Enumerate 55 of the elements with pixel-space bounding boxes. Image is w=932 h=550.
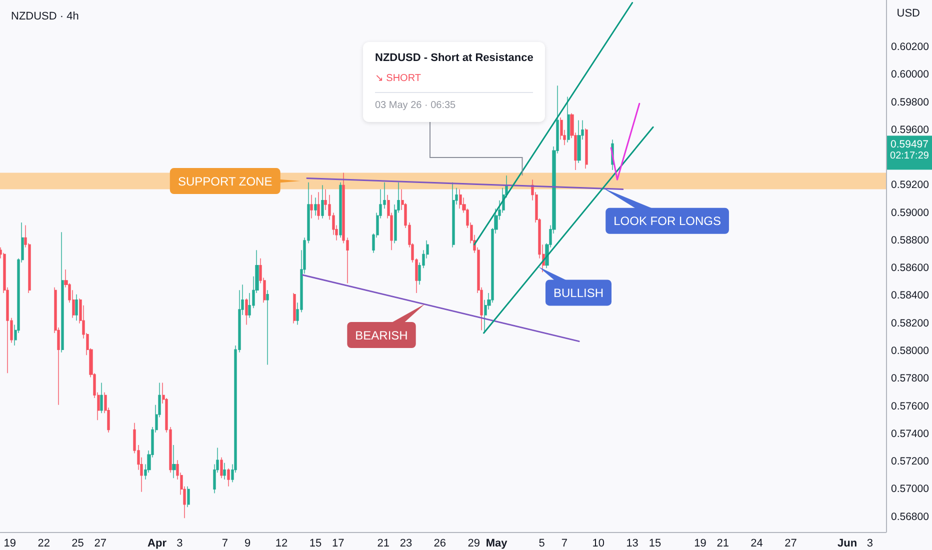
x-tick-label: 12 bbox=[275, 538, 288, 550]
x-tick-label: 15 bbox=[648, 538, 662, 550]
y-tick-label: 0.59600 bbox=[891, 124, 930, 136]
x-tick-label: May bbox=[486, 538, 508, 550]
annotation: BULLISH bbox=[553, 286, 604, 300]
idea-card: NZDUSD - Short at Resistance ↘ SHORT 03 May 26 · 06:35 bbox=[363, 42, 546, 122]
x-tick-label: 19 bbox=[694, 538, 706, 550]
x-tick-label: 3 bbox=[176, 538, 183, 550]
annotation: 03 May 26 · 06:35 bbox=[375, 92, 534, 112]
y-tick-label: 0.58600 bbox=[891, 262, 930, 274]
annotation: LOOK FOR LONGS bbox=[614, 214, 721, 228]
text: NZDUSD · 4h bbox=[11, 10, 79, 22]
x-tick-label: 7 bbox=[561, 538, 568, 550]
band-label: SUPPORT ZONE bbox=[178, 174, 272, 188]
y-tick-label: 0.59000 bbox=[891, 206, 930, 219]
x-tick-label: 23 bbox=[400, 538, 412, 550]
x-tick-label: Apr bbox=[148, 538, 168, 550]
x-tick-label: 27 bbox=[94, 538, 107, 550]
x-tick-label: 19 bbox=[4, 538, 16, 550]
y-tick-label: 0.56800 bbox=[891, 510, 930, 523]
x-tick-label: 29 bbox=[468, 538, 480, 550]
y-tick-label: 0.57200 bbox=[891, 456, 930, 468]
x-tick-label: 21 bbox=[716, 538, 729, 550]
x-tick-label: 22 bbox=[38, 538, 50, 550]
y-tick-label: 0.60000 bbox=[891, 68, 930, 81]
x-tick-label: 13 bbox=[626, 538, 638, 550]
x-tick-label: 21 bbox=[377, 538, 390, 550]
y-tick-label: 0.57800 bbox=[891, 372, 930, 385]
x-tick-label: Jun bbox=[838, 538, 858, 550]
x-tick-label: 24 bbox=[750, 538, 763, 550]
y-tick-label: 0.58400 bbox=[891, 290, 930, 302]
y-tick-label: 0.57000 bbox=[891, 483, 930, 496]
y-tick-label: 0.59200 bbox=[891, 179, 930, 192]
x-tick-label: 9 bbox=[244, 538, 251, 550]
y-tick-label: 0.58800 bbox=[891, 234, 930, 246]
y-axis-title: USD bbox=[896, 8, 920, 20]
y-tick-label: 0.58200 bbox=[891, 317, 930, 330]
x-tick-label: 25 bbox=[72, 538, 84, 550]
x-tick-label: 26 bbox=[434, 538, 446, 550]
y-tick-label: 0.58000 bbox=[891, 344, 930, 357]
annotation: NZDUSD - Short at Resistance bbox=[375, 52, 534, 64]
x-tick-label: 3 bbox=[866, 538, 874, 550]
x-tick-label: 15 bbox=[309, 538, 322, 550]
annotation: ↘ SHORT bbox=[375, 73, 422, 85]
y-tick-label: 0.60200 bbox=[891, 40, 930, 53]
y-tick-label: 0.57400 bbox=[891, 428, 930, 440]
x-tick-label: 10 bbox=[592, 538, 604, 550]
y-tick-label: 0.57600 bbox=[891, 400, 930, 412]
x-tick-label: 5 bbox=[538, 538, 545, 550]
x-tick-label: 27 bbox=[784, 538, 797, 550]
annotation: BEARISH bbox=[355, 328, 408, 342]
x-tick-label: 7 bbox=[222, 538, 228, 550]
price-tag: 0.59497 02:17:29 bbox=[887, 136, 932, 170]
y-tick-label: 0.59800 bbox=[891, 96, 930, 108]
x-tick-label: 17 bbox=[332, 538, 344, 550]
